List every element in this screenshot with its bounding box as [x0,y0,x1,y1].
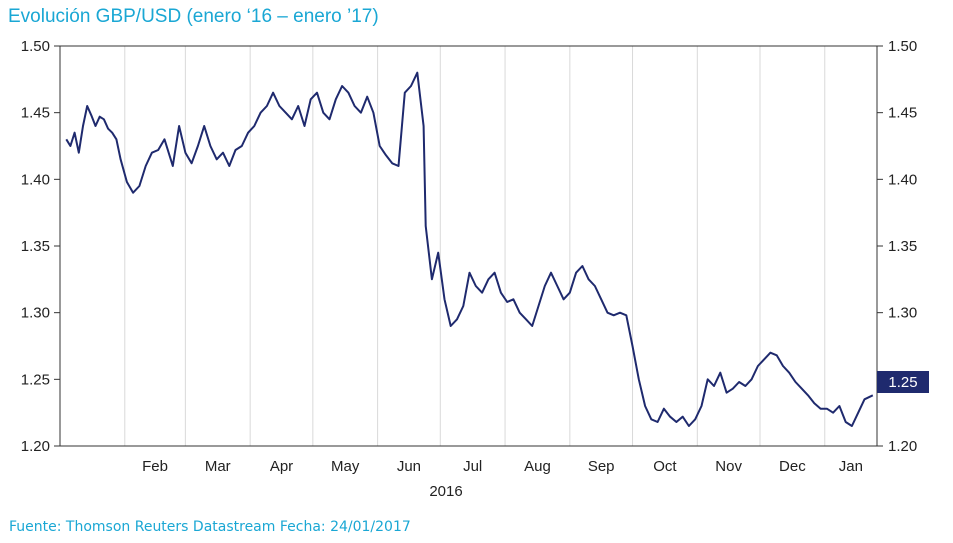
vertical-gridlines [124,46,826,446]
x-tick-label: Jul [463,458,482,475]
x-tick-label: Oct [653,458,677,475]
x-tick-label: Feb [142,458,168,475]
x-tick-label: Nov [715,458,742,475]
x-tick-label: Jan [839,458,863,475]
last-value-label: 1.25 [888,374,917,391]
x-axis-ticks: Feb Mar Apr May Jun Jul Aug Sep Oct Nov Dec Jan [142,458,863,475]
last-value-marker: 1.25 [877,371,929,393]
y-axis-ticks: 1.50 1.50 1.45 1.45 1.40 1.40 1.35 1.35 1.30 1.30… [21,38,917,455]
gbp-usd-series-line [65,71,874,427]
x-axis-year-label: 2016 [429,483,462,500]
x-tick-label: Mar [205,458,231,475]
x-tick-label: Sep [588,458,615,475]
plot-area-frame [59,45,878,447]
left-y-tick-label: 1.25 [21,371,50,388]
x-tick-label: Aug [524,458,551,475]
right-y-tick-label: 1.35 [888,238,917,255]
source-note: Fuente: Thomson Reuters Datastream Fecha… [9,519,411,535]
x-tick-label: Jun [397,458,421,475]
right-y-tick-label: 1.45 [888,105,917,122]
x-tick-label: May [331,458,360,475]
right-y-tick-label: 1.20 [888,438,917,455]
left-y-tick-label: 1.40 [21,171,50,188]
left-y-tick-label: 1.30 [21,305,50,322]
left-y-tick-label: 1.20 [21,438,50,455]
x-tick-label: Apr [270,458,293,475]
left-y-tick-label: 1.50 [21,38,50,55]
chart-title: Evolución GBP/USD (enero ‘16 – enero ’17… [8,6,379,27]
right-y-tick-label: 1.50 [888,38,917,55]
x-tick-label: Dec [779,458,806,475]
left-y-tick-label: 1.35 [21,238,50,255]
left-y-tick-label: 1.45 [21,105,50,122]
right-y-tick-label: 1.30 [888,305,917,322]
right-y-tick-label: 1.40 [888,171,917,188]
